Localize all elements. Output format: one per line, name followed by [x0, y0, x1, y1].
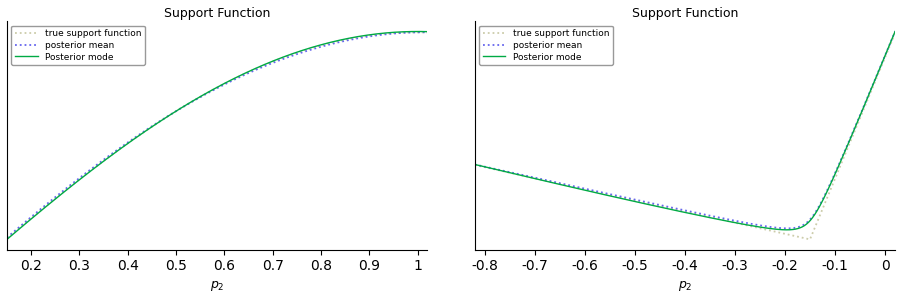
Posterior mode [204, 90, 215, 94]
true support function [252, 66, 262, 70]
true support function [805, 238, 815, 241]
Posterior mode [422, 30, 433, 33]
Line: posterior mean: posterior mean [474, 32, 895, 228]
true support function [229, 77, 240, 80]
true support function [346, 37, 357, 40]
posterior mean [204, 91, 215, 94]
Legend: true support function, posterior mean, Posterior mode: true support function, posterior mean, P… [12, 26, 145, 65]
true support function [469, 163, 480, 167]
Posterior mode [720, 219, 731, 223]
X-axis label: $p_2$: $p_2$ [677, 279, 692, 293]
posterior mean [880, 52, 891, 56]
true support function [2, 237, 13, 241]
true support function [889, 32, 900, 35]
posterior mean [782, 226, 793, 230]
Posterior mode [669, 208, 680, 212]
Posterior mode [2, 238, 13, 241]
Posterior mode [469, 163, 480, 166]
true support function [671, 208, 682, 211]
Line: posterior mean: posterior mean [7, 32, 428, 238]
posterior mean [201, 92, 212, 95]
Posterior mode [880, 52, 891, 56]
posterior mean [229, 78, 240, 81]
posterior mean [419, 31, 429, 34]
Posterior mode [815, 204, 825, 207]
Line: Posterior mode: Posterior mode [7, 32, 428, 239]
true support function [412, 31, 423, 34]
Posterior mode [412, 30, 423, 33]
Posterior mode [201, 91, 212, 95]
posterior mean [720, 217, 731, 220]
Posterior mode [696, 214, 707, 218]
Line: true support function: true support function [474, 33, 895, 239]
Title: Support Function: Support Function [164, 7, 271, 20]
posterior mean [422, 31, 433, 34]
true support function [422, 31, 433, 34]
posterior mean [669, 206, 680, 210]
Posterior mode [411, 30, 422, 33]
posterior mean [889, 30, 900, 33]
Posterior mode [346, 36, 357, 40]
X-axis label: $p_2$: $p_2$ [210, 279, 225, 293]
Posterior mode [671, 209, 682, 212]
true support function [720, 219, 731, 222]
Posterior mode [889, 30, 900, 33]
posterior mean [411, 31, 422, 34]
true support function [880, 54, 891, 58]
posterior mean [815, 202, 825, 206]
posterior mean [696, 212, 707, 216]
posterior mean [2, 236, 13, 239]
posterior mean [346, 38, 357, 41]
Legend: true support function, posterior mean, Posterior mode: true support function, posterior mean, P… [479, 26, 612, 65]
true support function [201, 92, 212, 95]
true support function [411, 31, 422, 34]
Title: Support Function: Support Function [631, 7, 738, 20]
true support function [204, 90, 215, 94]
Posterior mode [252, 66, 262, 70]
true support function [669, 208, 680, 211]
Line: Posterior mode: Posterior mode [474, 32, 895, 230]
posterior mean [252, 68, 262, 71]
Line: true support function: true support function [7, 32, 428, 239]
true support function [696, 214, 707, 217]
true support function [815, 213, 825, 217]
Posterior mode [229, 76, 240, 80]
posterior mean [671, 207, 682, 211]
posterior mean [469, 163, 480, 166]
Posterior mode [781, 228, 792, 232]
